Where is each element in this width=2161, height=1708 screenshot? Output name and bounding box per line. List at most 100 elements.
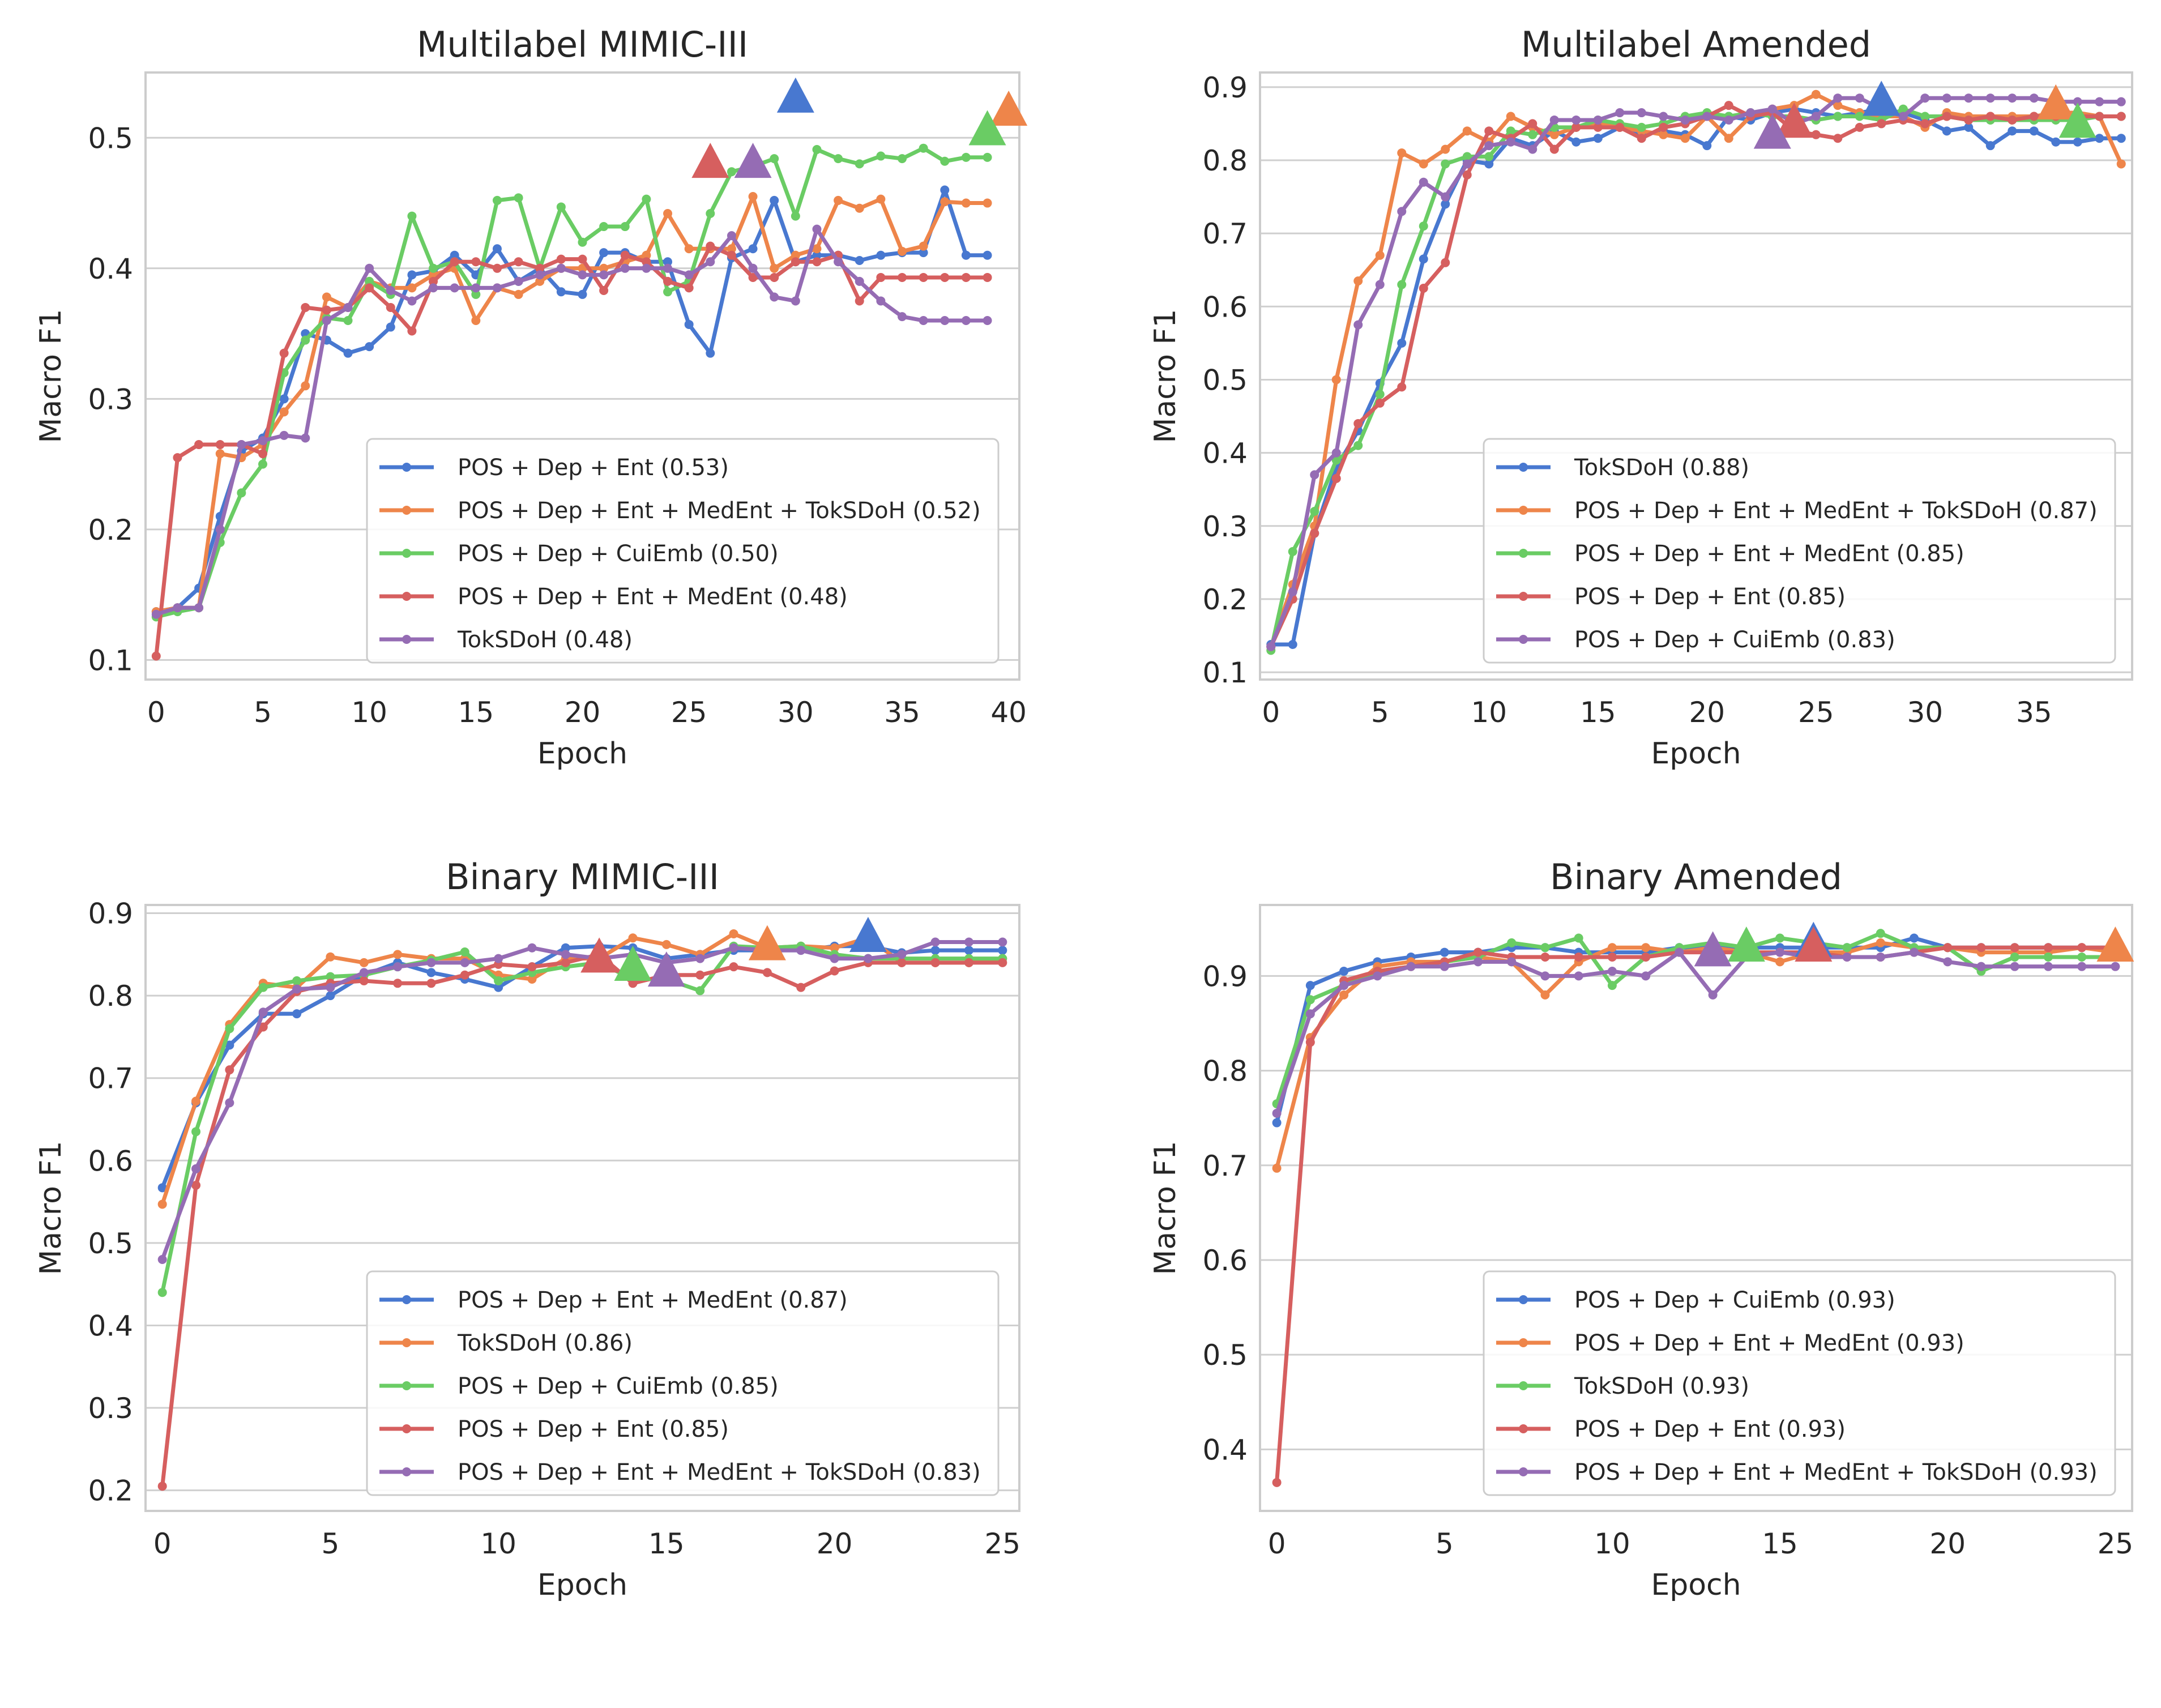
data-point <box>1353 276 1363 286</box>
chart-panel-2: 0.1 0.2 0.3 0.4 0.5 0.6 0.7 0.8 0.9 0 5 10 15 20 25 30 3… <box>1148 24 2133 771</box>
data-point <box>1811 112 1821 121</box>
data-point <box>898 312 907 322</box>
plot-frame <box>144 904 1020 1512</box>
legend-entry: POS + Dep + Ent (0.93) <box>1574 1416 1846 1442</box>
data-point <box>762 968 772 977</box>
data-point <box>393 950 403 959</box>
y-tick-label: 0.2 <box>1202 583 1248 616</box>
data-point <box>876 194 886 204</box>
data-point <box>365 276 374 286</box>
data-point <box>983 152 992 162</box>
data-point <box>157 1254 167 1264</box>
y-tick-label: 0.7 <box>88 1062 133 1095</box>
data-point <box>796 983 806 992</box>
y-tick-label: 0.6 <box>1202 291 1248 323</box>
data-point <box>1571 115 1581 125</box>
legend-marker <box>1519 1338 1528 1347</box>
data-point <box>599 248 609 258</box>
data-point <box>1876 938 1885 947</box>
y-tick-label: 0.7 <box>1202 217 1248 250</box>
data-point <box>2051 137 2061 147</box>
data-point <box>2029 112 2039 121</box>
data-point <box>1615 122 1625 132</box>
data-point <box>1375 398 1385 408</box>
data-point <box>2029 93 2039 103</box>
best-marker-3 <box>2058 103 2096 138</box>
data-point <box>471 257 481 267</box>
data-point <box>393 962 403 972</box>
data-point <box>2116 159 2126 169</box>
data-point <box>770 263 779 273</box>
data-point <box>386 322 395 332</box>
y-tick-label: 0.2 <box>88 1475 133 1508</box>
x-tick-label: 30 <box>1907 696 1943 729</box>
series-line-5 <box>1269 96 2121 648</box>
data-point <box>1574 971 1583 981</box>
data-point <box>812 257 822 267</box>
y-tick-label: 0.8 <box>1202 144 1248 177</box>
data-point <box>429 283 438 293</box>
data-point <box>1272 1108 1282 1118</box>
y-tick-label: 0.9 <box>1202 960 1248 993</box>
data-point <box>1985 112 1995 121</box>
data-point <box>322 316 331 326</box>
data-point <box>1528 119 1538 129</box>
data-point <box>834 257 843 267</box>
data-point <box>2073 137 2082 147</box>
legend-marker <box>402 1381 411 1390</box>
legend-marker <box>1519 1424 1528 1433</box>
data-point <box>1419 221 1428 231</box>
data-point <box>322 292 331 302</box>
data-point <box>527 975 537 984</box>
data-point <box>2043 943 2053 953</box>
data-point <box>684 319 694 329</box>
data-point <box>1910 947 1919 957</box>
data-point <box>578 237 587 247</box>
data-point <box>2010 952 2019 962</box>
data-point <box>961 198 971 208</box>
data-point <box>535 276 545 286</box>
legend-entry: POS + Dep + Ent + MedEnt (0.93) <box>1574 1330 1964 1356</box>
data-point <box>1540 943 1550 953</box>
data-point <box>514 276 523 286</box>
data-point <box>1373 971 1382 981</box>
data-point <box>429 263 438 273</box>
y-tick-label: 0.7 <box>1202 1150 1248 1182</box>
data-point <box>1593 122 1603 132</box>
data-point <box>964 937 973 947</box>
data-point <box>1540 971 1550 981</box>
data-point <box>1833 134 1843 143</box>
data-point <box>237 488 246 498</box>
data-point <box>830 966 839 976</box>
data-point <box>1397 148 1407 158</box>
x-axis-label: Epoch <box>1651 1568 1741 1602</box>
series-line-2 <box>156 194 988 614</box>
data-point <box>812 224 822 234</box>
data-point <box>998 937 1007 947</box>
data-point <box>1724 115 1733 125</box>
data-point <box>830 943 839 953</box>
data-point <box>1615 108 1625 118</box>
data-point <box>1331 473 1341 483</box>
y-tick-label: 0.1 <box>88 644 133 677</box>
data-point <box>1641 943 1651 953</box>
data-point <box>561 943 570 953</box>
data-point <box>1440 962 1449 971</box>
legend-entry: TokSDoH (0.48) <box>457 627 633 653</box>
x-tick-label: 10 <box>351 696 387 729</box>
chart-title: Binary MIMIC-III <box>446 856 719 898</box>
data-point <box>1441 159 1450 169</box>
data-point <box>1288 640 1297 650</box>
data-point <box>1462 152 1472 161</box>
data-point <box>729 943 738 953</box>
chart-panel-3: 0.2 0.3 0.4 0.5 0.6 0.7 0.8 0.9 0 5 10 15 20 25 Binary… <box>34 856 1020 1602</box>
data-point <box>599 222 609 232</box>
data-point <box>796 946 806 955</box>
series-line-3 <box>155 146 988 619</box>
data-point <box>2116 112 2126 121</box>
data-point <box>1641 971 1651 981</box>
data-point <box>1775 947 1785 957</box>
y-tick-label: 0.3 <box>88 383 133 416</box>
x-tick-label: 25 <box>671 696 707 729</box>
legend-entry: POS + Dep + CuiEmb (0.93) <box>1574 1287 1895 1313</box>
